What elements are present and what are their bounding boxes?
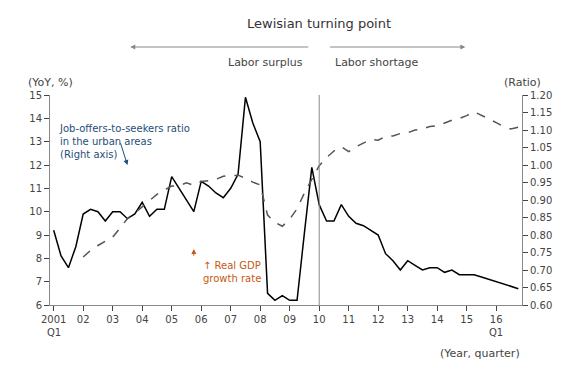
svg-text:13: 13 [401,314,414,325]
svg-text:0.80: 0.80 [530,230,552,241]
svg-text:0.65: 0.65 [530,282,552,293]
svg-text:2001: 2001 [41,314,66,325]
svg-text:0.70: 0.70 [530,265,552,276]
svg-text:6: 6 [36,300,42,311]
svg-text:02: 02 [77,314,90,325]
svg-text:15: 15 [460,314,473,325]
svg-text:06: 06 [195,314,208,325]
svg-text:15: 15 [29,90,42,101]
svg-text:(Ratio): (Ratio) [504,76,541,89]
svg-text:1.00: 1.00 [530,160,552,171]
svg-text:0.90: 0.90 [530,195,552,206]
svg-text:10: 10 [313,314,326,325]
svg-text:Lewisian turning point: Lewisian turning point [247,16,391,31]
svg-text:16: 16 [490,314,503,325]
svg-text:11: 11 [342,314,355,325]
svg-text:9: 9 [36,230,42,241]
svg-text:14: 14 [431,314,444,325]
svg-text:7: 7 [36,276,42,287]
svg-text:08: 08 [254,314,267,325]
svg-text:(Year, quarter): (Year, quarter) [440,347,520,360]
svg-text:0.60: 0.60 [530,300,552,311]
svg-text:Q1: Q1 [47,327,61,338]
svg-text:14: 14 [29,113,42,124]
svg-text:0.95: 0.95 [530,177,552,188]
svg-text:Job-offers-to-seekers ratioin: Job-offers-to-seekers ratioin the urban … [59,123,190,160]
svg-text:07: 07 [224,314,237,325]
svg-text:12: 12 [372,314,385,325]
svg-text:04: 04 [136,314,149,325]
svg-text:1.10: 1.10 [530,125,552,136]
svg-text:Labor surplus: Labor surplus [228,56,303,69]
svg-text:0.85: 0.85 [530,212,552,223]
svg-text:03: 03 [106,314,119,325]
svg-text:10: 10 [29,206,42,217]
svg-text:Labor shortage: Labor shortage [335,56,419,69]
svg-text:(YoY, %): (YoY, %) [28,76,73,89]
svg-text:1.15: 1.15 [530,107,552,118]
svg-text:1.20: 1.20 [530,90,552,101]
svg-text:13: 13 [29,136,42,147]
svg-text:09: 09 [283,314,296,325]
svg-text:Q1: Q1 [489,327,503,338]
svg-text:12: 12 [29,160,42,171]
svg-text:0.75: 0.75 [530,247,552,258]
svg-text:05: 05 [165,314,178,325]
svg-text:1.05: 1.05 [530,142,552,153]
svg-text:8: 8 [36,253,42,264]
svg-text:11: 11 [29,183,42,194]
svg-text:↑ Real GDPgrowth rate: ↑ Real GDPgrowth rate [203,260,261,284]
